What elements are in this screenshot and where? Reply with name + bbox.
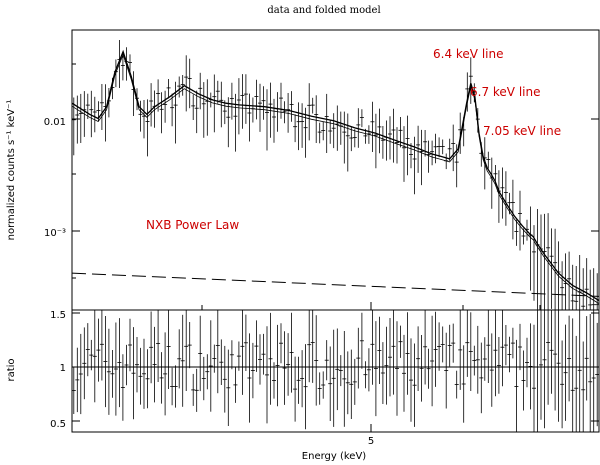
- annotation-6-4-kev: 6.4 keV line: [433, 47, 503, 61]
- chart-xlabel: Energy (keV): [302, 451, 367, 462]
- lower-ylabel: ratio: [6, 358, 17, 381]
- lower-panel-frame: [71, 309, 600, 433]
- series-source-model: [71, 49, 600, 302]
- annotation-nxb-power-law: NXB Power Law: [146, 218, 239, 232]
- annotation-7-05-kev: 7.05 keV line: [483, 124, 561, 138]
- lower-ytick-label-2: 1.5: [50, 310, 66, 321]
- chart-title: data and folded model: [267, 5, 380, 16]
- xtick-label-5: 5: [368, 436, 374, 447]
- lower-ytick-label-0: 0.5: [50, 419, 66, 430]
- upper-ytick-label-0: 0.01: [44, 117, 66, 128]
- upper-panel-frame: [71, 29, 600, 311]
- lower-ytick-label-1: 1: [60, 363, 66, 374]
- series-nxb-power-law: [71, 272, 600, 297]
- annotation-6-7-kev: 6.7 keV line: [470, 85, 540, 99]
- upper-ylabel: normalized counts s⁻¹ keV⁻¹: [6, 100, 17, 241]
- upper-ytick-label-1: 10⁻³: [44, 228, 66, 239]
